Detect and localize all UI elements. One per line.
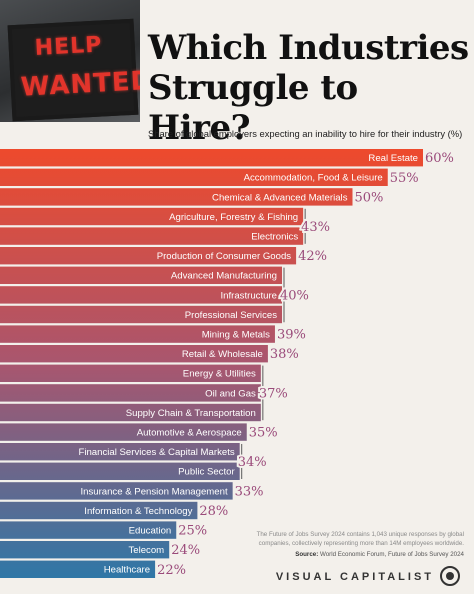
bar-0 [0, 149, 423, 167]
value-label-6: 39% [277, 328, 306, 343]
bar-category-label-12: Oil and Gas [205, 388, 256, 399]
bar-14 [0, 423, 247, 441]
source-text: World Economic Forum, Future of Jobs Sur… [320, 551, 464, 558]
survey-note: The Future of Jobs Survey 2024 contains … [256, 531, 464, 547]
header: HELP WANTED Which Industries Struggle to… [0, 0, 474, 148]
bars-layer [0, 149, 423, 578]
value-label-14: 24% [171, 543, 200, 558]
chart-subtitle: Share of global employers expecting an i… [148, 128, 463, 139]
bar-category-label-5: Production of Consumer Goods [157, 251, 292, 262]
bar-category-label-17: Insurance & Pension Management [80, 486, 228, 497]
bar-6 [0, 266, 282, 284]
bar-15 [0, 443, 240, 461]
bar-category-label-0: Real Estate [368, 153, 418, 164]
bar-2 [0, 188, 353, 206]
value-label-7: 38% [270, 347, 299, 362]
source-block: The Future of Jobs Survey 2024 contains … [246, 530, 464, 559]
bar-category-label-4: Electronics [251, 232, 298, 243]
bar-category-label-2: Chemical & Advanced Materials [212, 192, 348, 203]
brackets-layer [241, 208, 306, 479]
bar-10 [0, 345, 268, 363]
bar-9 [0, 325, 275, 343]
bar-18 [0, 501, 198, 520]
bar-category-label-7: Infrastructure [220, 290, 277, 301]
value-label-9: 35% [249, 426, 278, 441]
bar-category-label-20: Telecom [128, 545, 164, 556]
source-line: Source: World Economic Forum, Future of … [246, 550, 464, 559]
help-wanted-sign-image: HELP WANTED [0, 0, 140, 122]
bar-5 [0, 247, 297, 265]
bar-category-label-18: Information & Technology [84, 506, 192, 517]
bar-16 [0, 462, 240, 480]
value-label-11: 33% [235, 484, 264, 499]
bar-17 [0, 482, 233, 500]
source-label: Source: [295, 551, 319, 558]
bar-category-label-16: Public Sector [178, 467, 235, 478]
value-label-13: 25% [178, 524, 207, 539]
bar-11 [0, 364, 261, 382]
bar-category-label-9: Mining & Metals [202, 330, 270, 341]
value-label-2: 50% [355, 190, 384, 205]
bar-19 [0, 521, 177, 539]
title-line-2: Struggle to Hire? [148, 68, 358, 148]
bar-7 [0, 286, 282, 304]
value-label-1: 55% [390, 171, 419, 186]
bar-category-label-14: Automotive & Aerospace [137, 428, 242, 439]
bar-category-label-21: Healthcare [104, 565, 150, 576]
bar-category-label-15: Financial Services & Capital Markets [78, 447, 234, 458]
bar-3 [0, 207, 304, 226]
value-label-8: 37% [259, 386, 288, 401]
bar-8 [0, 305, 282, 324]
brand-name: VISUAL CAPITALIST [275, 571, 434, 583]
bar-21 [0, 560, 156, 578]
bar-category-label-10: Retail & Wholesale [182, 349, 263, 360]
visual-capitalist-logo-icon [440, 566, 460, 586]
bar-category-label-11: Energy & Utilities [183, 369, 256, 380]
value-label-12: 28% [199, 504, 228, 519]
bar-category-label-13: Supply Chain & Transportation [126, 408, 256, 419]
value-label-5: 40% [280, 288, 309, 303]
page-title: Which Industries Struggle to Hire? [148, 28, 470, 148]
bar-category-label-1: Accommodation, Food & Leisure [244, 173, 383, 184]
bar-category-label-19: Education [129, 526, 172, 537]
title-line-1: Which Industries [148, 28, 469, 68]
value-label-15: 22% [157, 563, 186, 578]
bar-1 [0, 168, 388, 186]
value-label-0: 60% [425, 151, 454, 166]
value-label-4: 42% [298, 249, 327, 264]
bar-category-label-6: Advanced Manufacturing [171, 271, 277, 282]
value-label-3: 43% [301, 220, 330, 235]
bar-category-label-8: Professional Services [185, 310, 277, 321]
bar-20 [0, 541, 170, 559]
value-label-10: 34% [238, 455, 267, 470]
labels-layer: Real Estate Accommodation, Food & Leisure… [78, 151, 453, 578]
bar-category-label-3: Agriculture, Forestry & Fishing [169, 212, 298, 223]
bar-13 [0, 403, 261, 422]
bar-12 [0, 384, 261, 402]
bar-4 [0, 227, 304, 245]
